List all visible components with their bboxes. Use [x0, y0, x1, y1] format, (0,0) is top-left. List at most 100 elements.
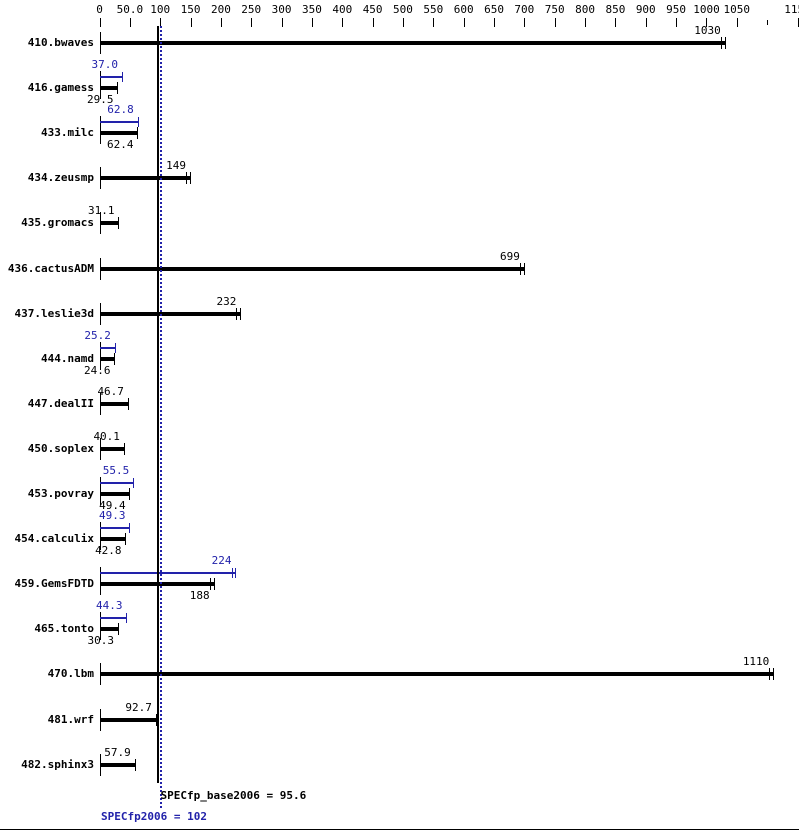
bar-base-endcap [118, 217, 119, 230]
bar-base [100, 762, 136, 767]
x-axis-tick-label: 550 [423, 3, 444, 16]
row-origin-marker [100, 477, 101, 505]
x-axis-tick-label: 1000 [693, 3, 720, 16]
bar-peak-endcap [126, 613, 127, 624]
bar-base-endcap [129, 488, 130, 500]
x-axis-tick [130, 18, 131, 27]
row-origin-marker [100, 341, 101, 370]
x-axis-tick [342, 18, 343, 27]
bar-base [100, 131, 138, 136]
bar-base [100, 401, 129, 406]
x-axis-tick-label: 300 [271, 3, 292, 16]
summary-base-label: SPECfp_base2006 = 95.6 [160, 789, 307, 802]
bar-base-endcap [156, 713, 157, 726]
x-axis-tick-label: 200 [210, 3, 231, 16]
benchmark-label: 410.bwaves [27, 36, 94, 49]
x-axis-tick-label: 750 [544, 3, 565, 16]
x-axis-tick [433, 18, 434, 27]
reference-line-base [156, 26, 159, 783]
bar-base-endcap [190, 172, 191, 185]
bar-base-value: 92.7 [125, 700, 152, 714]
bar-base-value: 24.6 [84, 363, 111, 377]
x-axis-tick-label: 150 [180, 3, 201, 16]
bar-peak-value: 37.0 [91, 58, 119, 72]
bar-base-endcap [114, 352, 115, 365]
x-axis-tick [373, 18, 374, 27]
x-axis-tick [403, 18, 404, 27]
bar-base-endcap [210, 578, 211, 591]
bar-base-value: 31.1 [87, 204, 115, 218]
bar-base [100, 41, 726, 45]
benchmark-label: 436.cactusADM [7, 261, 94, 275]
bar-peak-value: 25.2 [84, 328, 111, 342]
bar-base-value: 29.5 [87, 93, 114, 107]
x-axis-tick-label: 900 [635, 3, 656, 16]
x-axis-tick-label: 100 [150, 3, 171, 16]
x-axis-tick-label: 50.0 [116, 3, 144, 16]
bar-peak [100, 76, 123, 79]
benchmark-label: 444.namd [41, 351, 94, 365]
bar-base-endcap [214, 578, 215, 591]
bar-base-endcap [118, 623, 119, 636]
x-axis-tick [646, 18, 647, 27]
bar-peak-value: 62.8 [107, 103, 134, 117]
x-axis-tick [524, 18, 525, 27]
row-origin-marker [100, 567, 101, 596]
bar-base [100, 627, 119, 632]
x-axis-tick [615, 18, 616, 27]
x-axis-tick [555, 18, 556, 27]
x-axis-tick [100, 18, 101, 27]
bar-base-value: 49.4 [99, 499, 126, 512]
x-axis-tick-label: 350 [301, 3, 322, 16]
bar-peak [100, 617, 127, 620]
x-axis-tick [251, 18, 252, 27]
bar-base-value: 699 [499, 249, 520, 263]
bar-base-value: 57.9 [104, 745, 131, 759]
bar-base-endcap [186, 172, 187, 185]
x-axis-tick [706, 18, 707, 27]
bar-base-value: 40.1 [93, 429, 120, 443]
bar-base [100, 492, 130, 496]
bar-base [100, 266, 525, 271]
row-origin-marker [100, 522, 101, 551]
bar-base-value: 149 [166, 159, 186, 173]
x-axis-tick-label: 650 [484, 3, 504, 16]
benchmark-label: 437.leslie3d [14, 306, 94, 320]
bar-base-endcap [124, 442, 125, 455]
x-axis-tick [767, 20, 768, 25]
x-axis-tick-label: 800 [575, 3, 595, 16]
bar-peak-endcap [138, 117, 139, 128]
benchmark-label: 482.sphinx3 [21, 757, 94, 771]
x-axis-tick [585, 18, 586, 27]
bar-base-value: 1030 [694, 24, 721, 37]
bar-base-endcap [769, 668, 770, 681]
x-axis-tick-label: 1050 [723, 3, 751, 16]
benchmark-label: 481.wrf [47, 712, 94, 726]
bar-peak-value: 55.5 [102, 464, 130, 477]
summary-peak-label: SPECfp2006 = 102 [101, 810, 207, 823]
bar-base-endcap [128, 397, 129, 410]
benchmark-label: 447.dealII [27, 396, 94, 410]
bar-base [100, 446, 125, 451]
bar-peak-endcap [115, 342, 116, 353]
bar-peak-endcap [133, 478, 134, 488]
bar-base-endcap [520, 262, 521, 275]
benchmark-label: 416.gamess [27, 81, 94, 95]
bar-base-value: 46.7 [97, 384, 124, 398]
bar-base [100, 537, 126, 542]
benchmark-label: 454.calculix [14, 532, 94, 546]
x-axis-tick-label: 1150 [784, 3, 799, 16]
bar-base-endcap [137, 127, 138, 140]
bar-peak [100, 527, 130, 530]
bar-peak-endcap [235, 568, 236, 579]
x-axis-tick [737, 18, 738, 27]
benchmark-label: 450.soplex [27, 441, 94, 455]
x-axis-tick-label: 0 [96, 3, 103, 16]
bar-base-endcap [135, 758, 136, 771]
row-origin-marker [100, 612, 101, 641]
bar-base-endcap [240, 307, 241, 320]
benchmark-label: 459.GemsFDTD [14, 577, 94, 591]
bar-peak-endcap [129, 523, 130, 534]
bar-base [100, 717, 157, 722]
x-axis-tick-label: 250 [241, 3, 262, 16]
